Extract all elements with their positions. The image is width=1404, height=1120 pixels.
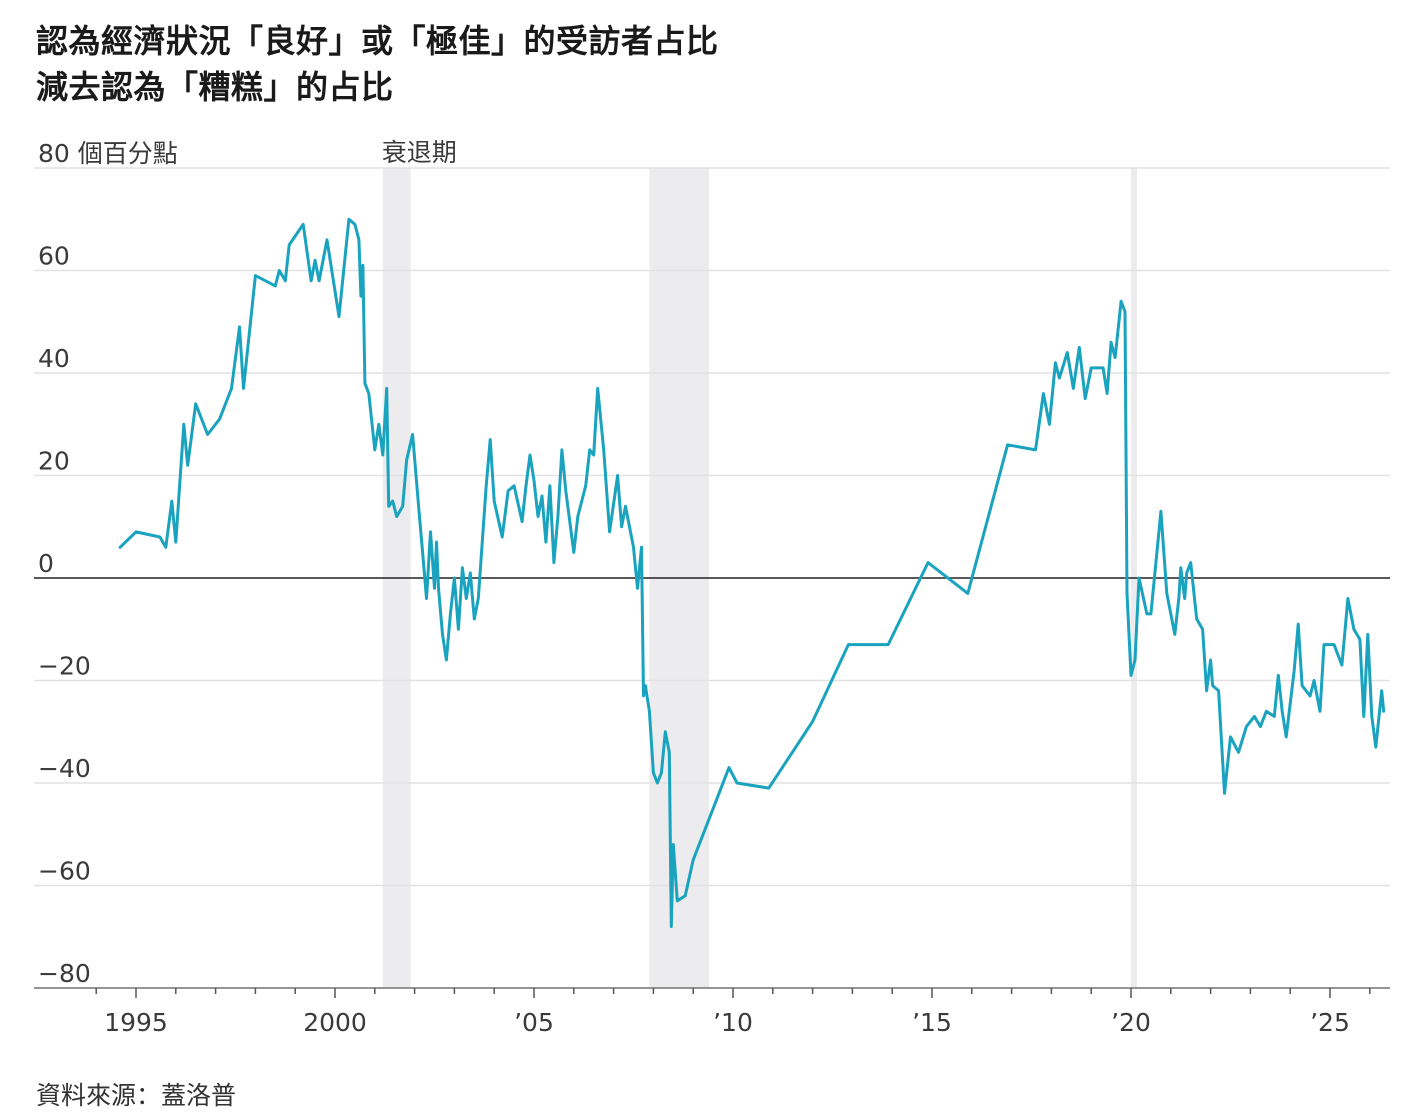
x-tick-label: ’15 [912, 1008, 952, 1037]
y-tick-label: 80 個百分點 [38, 139, 178, 168]
x-tick-label: 2000 [303, 1008, 367, 1037]
y-tick-label: −40 [38, 754, 91, 783]
y-tick-label: −60 [38, 857, 91, 886]
x-tick-label: 1995 [104, 1008, 168, 1037]
x-tick-label: ’05 [514, 1008, 554, 1037]
source-note: 資料來源：蓋洛普 [36, 1081, 237, 1110]
y-tick-label: 0 [38, 549, 54, 578]
y-tick-label: −20 [38, 652, 91, 681]
line-chart: 80 個百分點 60 40 20 0 −20 −40 −60 −80 衰退期 1995 2000 ’05… [34, 138, 1390, 1037]
y-tick-label: −80 [38, 959, 91, 988]
chart-title: 認為經濟狀況「良好」或「極佳」的受訪者占比 減去認為「糟糕」的占比 [36, 18, 719, 110]
chart-title-line-2: 減去認為「糟糕」的占比 [36, 68, 394, 106]
x-tick-label: ’10 [713, 1008, 753, 1037]
x-tick-label: ’20 [1111, 1008, 1151, 1037]
chart-title-line-1: 認為經濟狀況「良好」或「極佳」的受訪者占比 [36, 22, 719, 60]
series-line [118, 217, 1386, 928]
y-tick-label: 20 [38, 447, 70, 476]
y-tick-label: 40 [38, 344, 70, 373]
x-tick-label: ’25 [1310, 1008, 1350, 1037]
y-tick-label: 60 [38, 242, 70, 271]
recession-label: 衰退期 [382, 138, 457, 167]
